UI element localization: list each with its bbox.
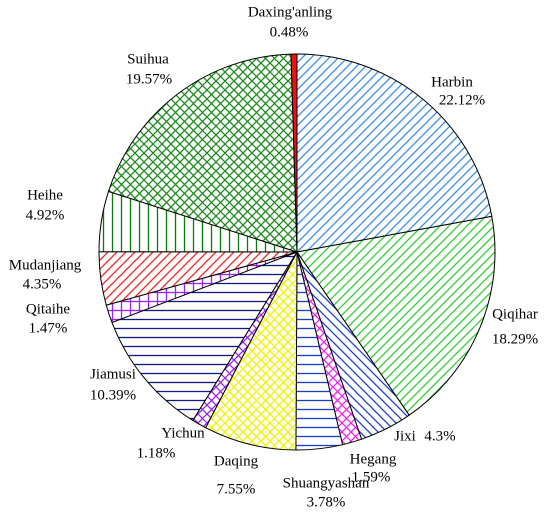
value-label: 4.35% [23, 276, 62, 292]
pie-slice [296, 53, 493, 253]
value-label: 1.18% [137, 445, 176, 461]
pie-slice [296, 215, 496, 416]
value-label: 7.55% [217, 481, 256, 497]
pie-slice [290, 53, 298, 253]
value-label: 4.3% [424, 428, 455, 444]
value-label: 0.48% [270, 24, 309, 40]
slice-label: Suihua [127, 51, 169, 67]
slice-label: Yichun [161, 425, 205, 441]
pie-slice [107, 53, 298, 253]
value-label: 3.78% [307, 494, 346, 510]
value-label: 1.59% [352, 469, 391, 485]
slice-label: Mudanjiang [9, 257, 82, 273]
slice-label: Hegang [350, 451, 397, 467]
slice-label: Heihe [27, 187, 63, 203]
value-label: 22.12% [439, 92, 485, 108]
value-label: 1.47% [29, 320, 68, 336]
value-label: 18.29% [492, 331, 538, 347]
slice-label: Jiamusi [90, 366, 136, 382]
value-label: 10.39% [90, 387, 136, 403]
slice-label: Daqing [214, 453, 259, 469]
slice-label: Jixi [394, 428, 416, 444]
slice-label: Qitaihe [26, 301, 70, 317]
slice-label: Shuangyashan [283, 475, 370, 491]
slice-label: Qiqihar [492, 306, 538, 322]
slice-label: Harbin [431, 74, 473, 90]
slice-label: Daxing'anling [248, 4, 333, 20]
value-label: 4.92% [26, 207, 65, 223]
pie-slice [111, 251, 299, 422]
value-label: 19.57% [126, 71, 172, 87]
pie-slice [204, 251, 298, 451]
